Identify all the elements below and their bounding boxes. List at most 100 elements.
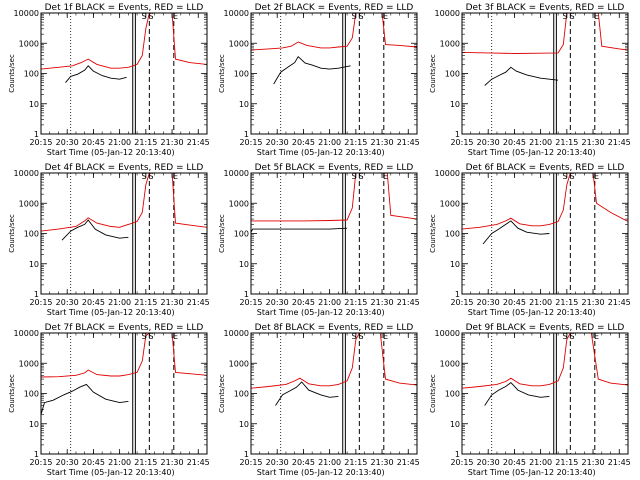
plot-frame: [461, 12, 629, 135]
plot-frame: [250, 12, 418, 135]
y-tick-label: 10: [239, 100, 249, 109]
x-axis-label: Start Time (05-Jan-12 20:13:40): [468, 308, 596, 317]
x-tick-label: 21:45: [608, 458, 631, 467]
x-tick-label: 21:30: [582, 138, 605, 147]
x-axis-label: Start Time (05-Jan-12 20:13:40): [468, 148, 596, 157]
y-axis-label: Counts/sec: [218, 214, 226, 253]
y-tick-label: 1000: [440, 39, 460, 48]
x-tick-label: 20:15: [450, 138, 473, 147]
x-tick-label: 21:30: [371, 458, 394, 467]
phase-marker: E: [173, 332, 178, 341]
x-tick-label: 20:45: [292, 138, 315, 147]
panel-title: Det 8f BLACK = Events, RED = LLD: [255, 323, 414, 333]
y-tick-label: 1: [455, 290, 460, 299]
x-axis-label: Start Time (05-Jan-12 20:13:40): [257, 468, 385, 477]
y-tick-label: 10000: [14, 9, 39, 18]
y-tick-label: 10: [239, 420, 249, 429]
y-tick-label: 10000: [14, 169, 39, 178]
x-tick-label: 20:45: [503, 138, 526, 147]
x-tick-label: 21:45: [187, 298, 210, 307]
x-tick-label: 21:15: [134, 138, 157, 147]
events-curve: [65, 65, 127, 83]
lld-curve: [41, 173, 207, 232]
panel-title: Det 6f BLACK = Events, RED = LLD: [466, 163, 625, 173]
y-tick-label: 100: [24, 390, 39, 399]
x-tick-label: 21:30: [582, 458, 605, 467]
y-tick-label: 100: [445, 230, 460, 239]
phase-marker: S: [563, 172, 568, 181]
x-axis-label: Start Time (05-Jan-12 20:13:40): [47, 308, 175, 317]
x-axis-label: Start Time (05-Jan-12 20:13:40): [468, 468, 596, 477]
y-axis-label: Counts/sec: [8, 214, 16, 253]
y-tick-label: 1000: [19, 199, 39, 208]
x-tick-label: 20:15: [239, 458, 262, 467]
phase-marker: S: [149, 12, 154, 21]
x-tick-label: 20:15: [29, 138, 52, 147]
y-axis-label: Counts/sec: [218, 374, 226, 413]
x-tick-label: 21:00: [529, 138, 552, 147]
x-tick-label: 21:45: [187, 138, 210, 147]
x-tick-label: 20:45: [292, 458, 315, 467]
x-tick-label: 21:00: [108, 298, 131, 307]
y-tick-label: 1000: [440, 199, 460, 208]
phase-marker: S: [142, 332, 147, 341]
panel-title: Det 4f BLACK = Events, RED = LLD: [45, 163, 204, 173]
y-tick-label: 10000: [224, 9, 249, 18]
y-tick-label: 10: [239, 260, 249, 269]
x-tick-label: 20:30: [56, 298, 79, 307]
x-tick-label: 20:30: [266, 138, 289, 147]
phase-marker: S: [359, 172, 364, 181]
events-curve: [482, 220, 550, 245]
y-tick-label: 1: [455, 130, 460, 139]
x-axis-label: Start Time (05-Jan-12 20:13:40): [47, 468, 175, 477]
phase-marker: E: [173, 12, 178, 21]
y-tick-label: 10000: [224, 329, 249, 338]
x-tick-label: 20:45: [82, 458, 105, 467]
panel-title: Det 5f BLACK = Events, RED = LLD: [255, 163, 414, 173]
x-axis-label: Start Time (05-Jan-12 20:13:40): [47, 148, 175, 157]
y-tick-label: 10000: [14, 329, 39, 338]
y-tick-label: 100: [445, 390, 460, 399]
y-tick-label: 1000: [229, 359, 249, 368]
lld-curve: [251, 173, 417, 222]
x-tick-label: 21:30: [161, 298, 184, 307]
phase-marker: E: [383, 332, 388, 341]
x-tick-label: 20:30: [266, 458, 289, 467]
y-tick-label: 10: [29, 420, 39, 429]
phase-marker: E: [383, 172, 388, 181]
y-tick-label: 1: [244, 130, 249, 139]
lld-curve: [462, 173, 628, 230]
y-tick-label: 1: [244, 290, 249, 299]
y-axis-label: Counts/sec: [429, 54, 437, 93]
events-curve: [41, 383, 129, 415]
panel-title: Det 2f BLACK = Events, RED = LLD: [255, 3, 414, 13]
x-tick-label: 20:30: [477, 458, 500, 467]
events-curve: [273, 55, 351, 85]
y-tick-label: 1000: [229, 199, 249, 208]
events-curve: [251, 227, 348, 233]
x-tick-label: 21:00: [318, 458, 341, 467]
x-tick-label: 21:30: [161, 458, 184, 467]
y-tick-label: 10000: [435, 169, 460, 178]
phase-marker: S: [352, 172, 357, 181]
x-tick-label: 21:15: [344, 138, 367, 147]
phase-marker: S: [149, 172, 154, 181]
x-tick-label: 21:30: [371, 298, 394, 307]
x-tick-label: 21:15: [555, 458, 578, 467]
x-tick-label: 20:45: [503, 458, 526, 467]
x-tick-label: 20:30: [477, 298, 500, 307]
x-tick-label: 20:45: [82, 298, 105, 307]
phase-marker: S: [563, 332, 568, 341]
x-tick-label: 21:15: [344, 458, 367, 467]
y-tick-label: 10: [450, 420, 460, 429]
x-tick-label: 20:45: [292, 298, 315, 307]
y-axis-label: Counts/sec: [429, 374, 437, 413]
x-tick-label: 20:30: [477, 138, 500, 147]
x-tick-label: 20:30: [56, 138, 79, 147]
y-tick-label: 1: [34, 130, 39, 139]
lld-curve: [251, 13, 417, 51]
